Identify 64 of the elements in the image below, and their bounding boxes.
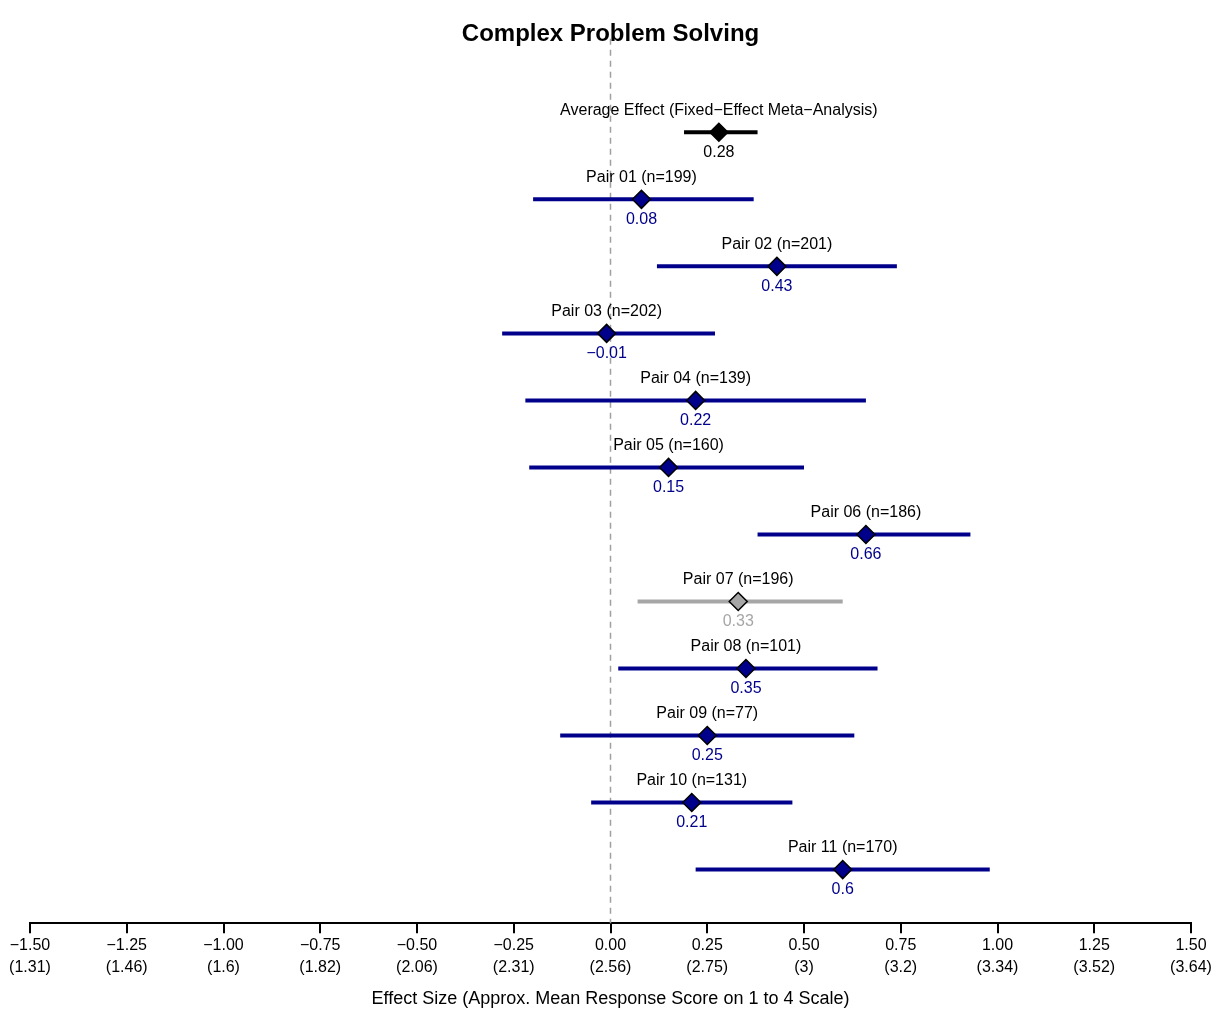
x-tick-label: 0.50 (788, 936, 820, 954)
x-axis-title: Effect Size (Approx. Mean Response Score on 1 to 4 Scale) (371, 988, 850, 1009)
text: (2.06) (396, 957, 438, 975)
data-label: 0.08 (625, 209, 658, 227)
point (631, 189, 652, 210)
data-label: 0.43 (761, 276, 793, 294)
text: (1.6) (207, 957, 240, 975)
data-label: 0.28 (703, 142, 735, 160)
text: (3.52) (1073, 957, 1116, 975)
x-tick-label: −1.25 (106, 936, 148, 954)
y-tick-label: Pair 04 (n=139) (640, 368, 752, 386)
chart-title: Complex Problem Solving (461, 19, 760, 47)
data-label: 0.33 (722, 611, 754, 629)
x-tick-label: −0.25 (493, 936, 535, 954)
text: (3.34) (976, 957, 1019, 975)
point (832, 859, 853, 880)
x-tick-label: 1.00 (981, 936, 1014, 954)
text: (1.31) (9, 957, 51, 975)
point (856, 524, 876, 545)
text: (2.31) (492, 957, 535, 975)
point (596, 323, 617, 344)
data-label: −0.01 (586, 343, 627, 361)
text: (2.56) (589, 957, 632, 975)
data-label: 0.15 (652, 477, 685, 495)
text: (2.75) (686, 957, 729, 975)
x-tick-label: 1.50 (1175, 936, 1207, 954)
point (767, 256, 787, 277)
x-tick-label: 0.75 (885, 936, 917, 954)
point (728, 591, 748, 612)
text: (1.46) (105, 957, 148, 975)
y-tick-label: Pair 03 (n=202) (551, 301, 662, 319)
x-tick-label: 0.00 (594, 936, 627, 954)
y-tick-label: Pair 05 (n=160) (613, 435, 724, 453)
point (736, 658, 756, 679)
data-label: 0.25 (691, 745, 723, 763)
point (682, 792, 702, 813)
data-label: 0.66 (850, 544, 882, 562)
point (685, 390, 706, 411)
point (658, 457, 679, 478)
point (709, 122, 729, 143)
point (697, 725, 717, 746)
y-tick-label: Pair 10 (n=131) (636, 770, 748, 788)
x-tick-label: −0.75 (300, 936, 341, 954)
x-tick-label: 0.25 (691, 936, 723, 954)
y-tick-label: Pair 08 (n=101) (690, 636, 802, 654)
x-tick-label: −0.50 (396, 936, 438, 954)
x-tick-label: −1.00 (203, 936, 244, 954)
y-tick-label: Pair 02 (n=201) (721, 234, 833, 252)
text: (1.82) (299, 957, 342, 975)
data-label: 0.35 (730, 678, 762, 696)
text: (3) (794, 957, 814, 975)
y-tick-label: Pair 09 (n=77) (656, 703, 759, 721)
x-tick-label: 1.25 (1078, 936, 1110, 954)
y-tick-label: Pair 11 (n=170) (787, 837, 898, 855)
text: (3.2) (884, 957, 918, 975)
y-tick-label: Pair 07 (n=196) (682, 569, 794, 587)
data-label: 0.21 (676, 812, 708, 830)
text: (3.64) (1170, 957, 1212, 975)
data-label: 0.22 (680, 410, 712, 428)
y-tick-label: Pair 01 (n=199) (586, 167, 697, 185)
data-label: 0.6 (831, 879, 854, 897)
y-tick-label: Pair 06 (n=186) (810, 502, 922, 520)
x-tick-label: −1.50 (9, 936, 51, 954)
y-tick-label: Average Effect (Fixed−Effect Meta−Analysis) (560, 100, 878, 118)
